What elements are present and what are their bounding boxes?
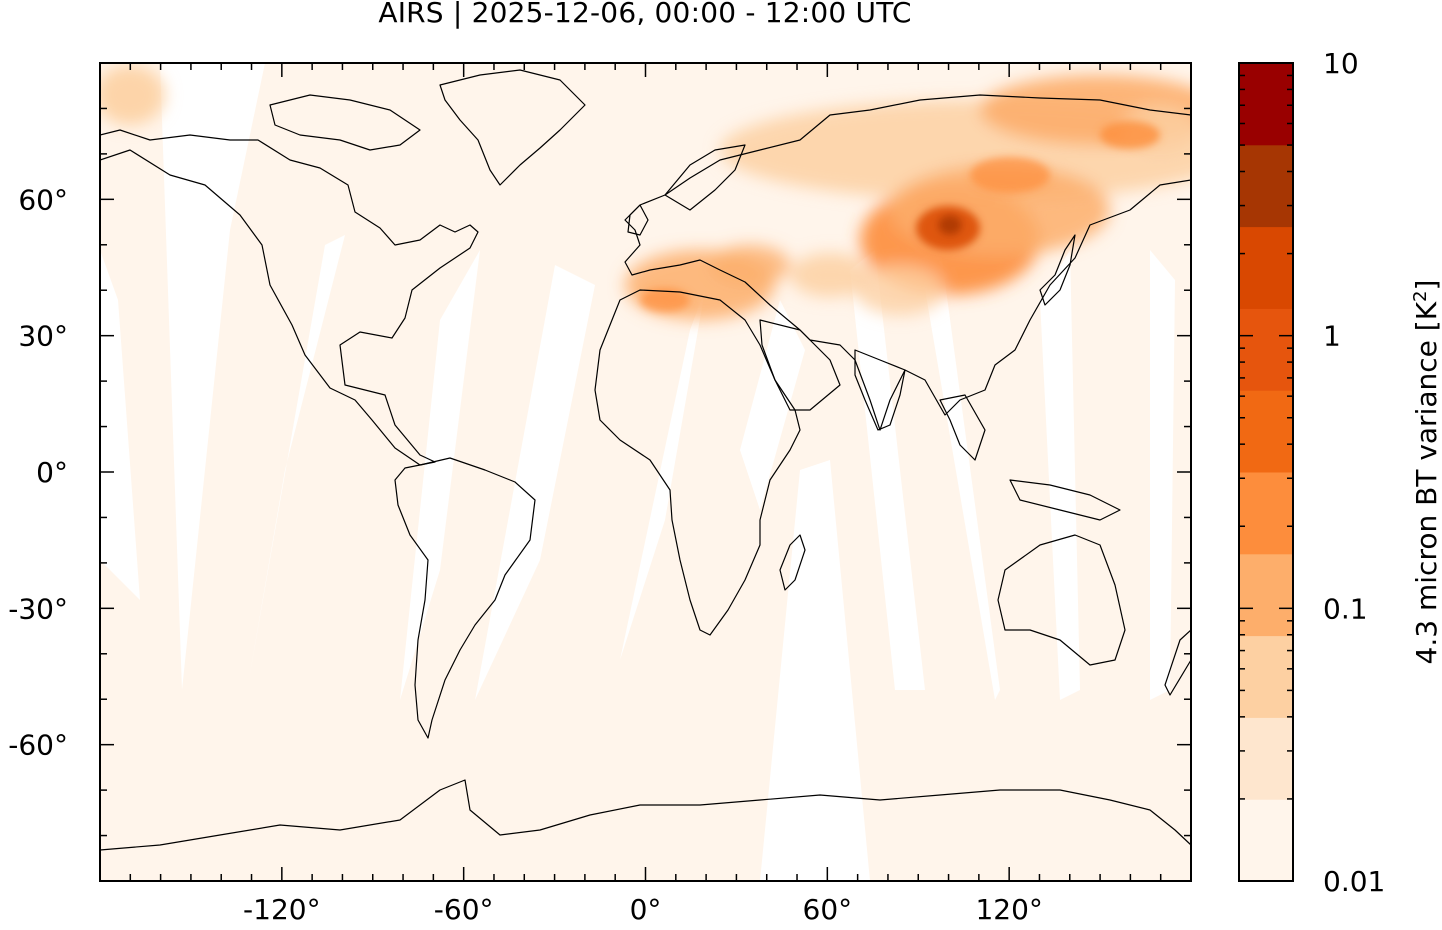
variance-peak-altai-core: [938, 215, 962, 235]
coastline-madagascar: [779, 534, 806, 591]
colorbar-segment: [1239, 63, 1293, 146]
variance-field: [100, 65, 1191, 320]
colorbar-segment: [1239, 144, 1293, 228]
variance-region-turkey: [710, 245, 790, 285]
lat-tick-label: -30°: [8, 592, 68, 625]
colorbar-tick-label: 1: [1323, 320, 1341, 353]
map-title: AIRS | 2025-12-06, 00:00 - 12:00 UTC: [378, 0, 912, 29]
swath-gaps: [100, 63, 1175, 881]
swath-gap: [920, 245, 1000, 700]
variance-region-tibet: [855, 265, 945, 315]
coastline-southeast-asia: [939, 394, 986, 461]
coastline-india: [854, 349, 906, 431]
coastline-south-america: [394, 457, 536, 739]
colorbar-segment: [1239, 717, 1293, 800]
variance-region-alaska: [100, 65, 165, 125]
swath-gap: [400, 250, 480, 700]
lat-tick-label: -60°: [8, 729, 68, 762]
coastline-north-america: [100, 129, 479, 466]
coastline-new-zealand: [1164, 629, 1191, 696]
map-ticks: [100, 63, 1191, 881]
coastline-australia: [997, 534, 1126, 666]
swath-gap: [160, 63, 265, 690]
colorbar-tick-label: 10: [1323, 47, 1359, 80]
swath-gap: [1040, 250, 1080, 700]
lon-tick-label: 60°: [803, 893, 853, 926]
variance-peak-siberia: [970, 157, 1050, 193]
colorbar-segment: [1239, 390, 1293, 473]
coastline-arabia: [759, 319, 841, 411]
colorbar-label: 4.3 micron BT variance [K2]: [1410, 280, 1442, 665]
coastline-africa: [594, 289, 801, 636]
colorbar-segment: [1239, 472, 1293, 555]
variance-region-caspian: [790, 253, 870, 297]
coastlines: [100, 69, 1191, 851]
colorbar: [1239, 63, 1293, 882]
coastline-japan: [1039, 234, 1076, 306]
map-panel: [100, 63, 1191, 881]
colorbar-tick-labels: 10 1 0.1 0.01: [1323, 47, 1385, 898]
colorbar-segment: [1239, 799, 1293, 882]
coastline-scandinavia: [664, 144, 746, 211]
swath-gap: [620, 290, 705, 660]
lat-tick-label: 30°: [18, 320, 68, 353]
colorbar-tick-label: 0.1: [1323, 592, 1368, 625]
coastline-europe-asia: [624, 94, 1191, 431]
colorbar-segment: [1239, 635, 1293, 718]
swath-gap: [475, 265, 595, 700]
swath-gap: [850, 250, 925, 690]
swath-gap: [740, 300, 805, 510]
swath-gap: [1150, 250, 1175, 700]
coastline-british-isles: [627, 204, 649, 236]
variance-peak-africa-north: [640, 288, 690, 312]
colorbar-segment: [1239, 553, 1293, 637]
colorbar-frame: [1238, 62, 1294, 882]
colorbar-segment: [1239, 308, 1293, 391]
lon-tick-label: -60°: [434, 893, 494, 926]
swath-gap: [760, 460, 870, 881]
coastline-arctic-islands: [269, 94, 421, 151]
lon-tick-label: 120°: [975, 893, 1042, 926]
colorbar-segment: [1239, 226, 1293, 309]
swath-gap: [100, 250, 140, 600]
coastline-antarctica: [100, 779, 1191, 851]
coastline-greenland: [439, 69, 586, 186]
coastline-indonesia: [1009, 479, 1121, 521]
colorbar-tick-label: 0.01: [1323, 865, 1385, 898]
lon-tick-label: 0°: [630, 893, 662, 926]
lat-tick-label: 60°: [18, 183, 68, 216]
map-tick-labels: -120° -60° 0° 60° 120° 60° 30° 0° -30° -60°: [8, 183, 1043, 926]
lat-tick-label: 0°: [36, 456, 68, 489]
variance-peak-arctic: [1100, 121, 1160, 149]
lon-tick-label: -120°: [243, 893, 321, 926]
colorbar-ticks: [1239, 74, 1293, 882]
